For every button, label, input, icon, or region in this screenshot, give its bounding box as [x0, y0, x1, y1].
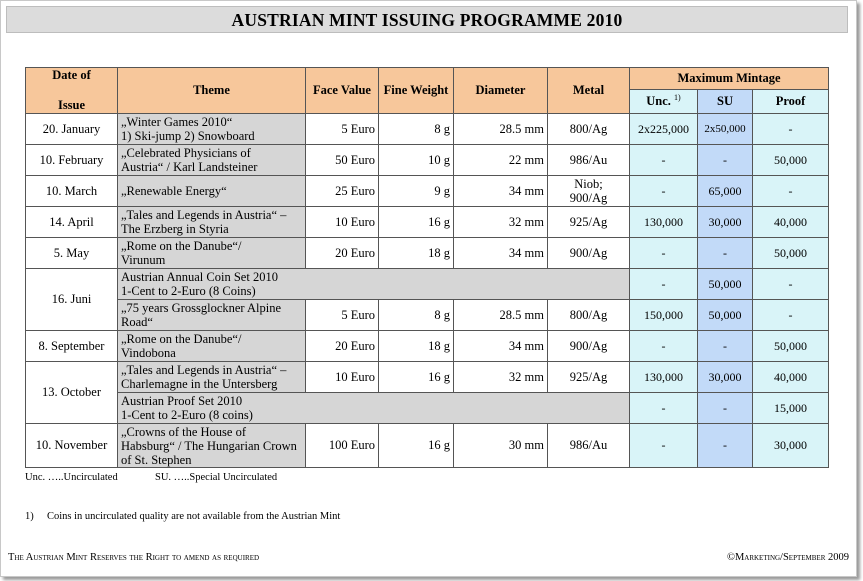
header-diameter: Diameter — [453, 67, 548, 114]
issuing-table: Date of Issue Theme Face Value Fine Weigh… — [25, 67, 829, 468]
page-title: AUSTRIAN MINT ISSUING PROGRAMME 2010 — [6, 6, 848, 33]
header-su: SU — [697, 88, 753, 115]
table-row: „75 years Grossglockner Alpine Road“ 5 Eu… — [26, 299, 829, 331]
table-row: 16. Juni Austrian Annual Coin Set 2010 1-… — [25, 268, 829, 331]
table-row: 20. January „Winter Games 2010“ 1) Ski-ju… — [25, 113, 829, 145]
legend-unc: Unc. …..Uncirculated — [25, 472, 118, 483]
table-row: 8. September „Rome on the Danube“/Vindob… — [25, 330, 829, 362]
header-fine-weight: Fine Weight — [378, 67, 454, 114]
header-unc: Unc. 1) — [629, 88, 698, 115]
header-metal: Metal — [547, 67, 630, 114]
footer-copyright: ©Marketing/September 2009 — [726, 552, 849, 563]
table-row: 10. November „Crowns of the House of Habs… — [25, 423, 829, 468]
footnote-text: Coins in uncirculated quality are not av… — [47, 511, 341, 522]
footer-disclaimer: The Austrian Mint Reserves the Right to … — [8, 552, 260, 563]
table-row: 10. February „Celebrated Physicians of Au… — [25, 144, 829, 176]
footnote-mark: 1) — [25, 511, 34, 522]
header-theme: Theme — [117, 67, 306, 114]
header-proof: Proof — [752, 88, 829, 115]
table-row: 14. April „Tales and Legends in Austria“… — [25, 206, 829, 238]
table-row: Austrian Proof Set 2010 1-Cent to 2-Euro … — [26, 392, 829, 424]
table-row: 10. March „Renewable Energy“ 25 Euro 9 g… — [25, 175, 829, 207]
table-row: 13. October „Tales and Legends in Austri… — [25, 361, 829, 424]
header-maximum-mintage: Maximum Mintage — [629, 67, 829, 90]
table-row: 5. May „Rome on the Danube“/Virunum 20 E… — [25, 237, 829, 269]
header-date: Date of Issue — [25, 67, 118, 114]
legend-su: SU. …..Special Uncirculated — [155, 472, 278, 483]
header-face-value: Face Value — [305, 67, 379, 114]
